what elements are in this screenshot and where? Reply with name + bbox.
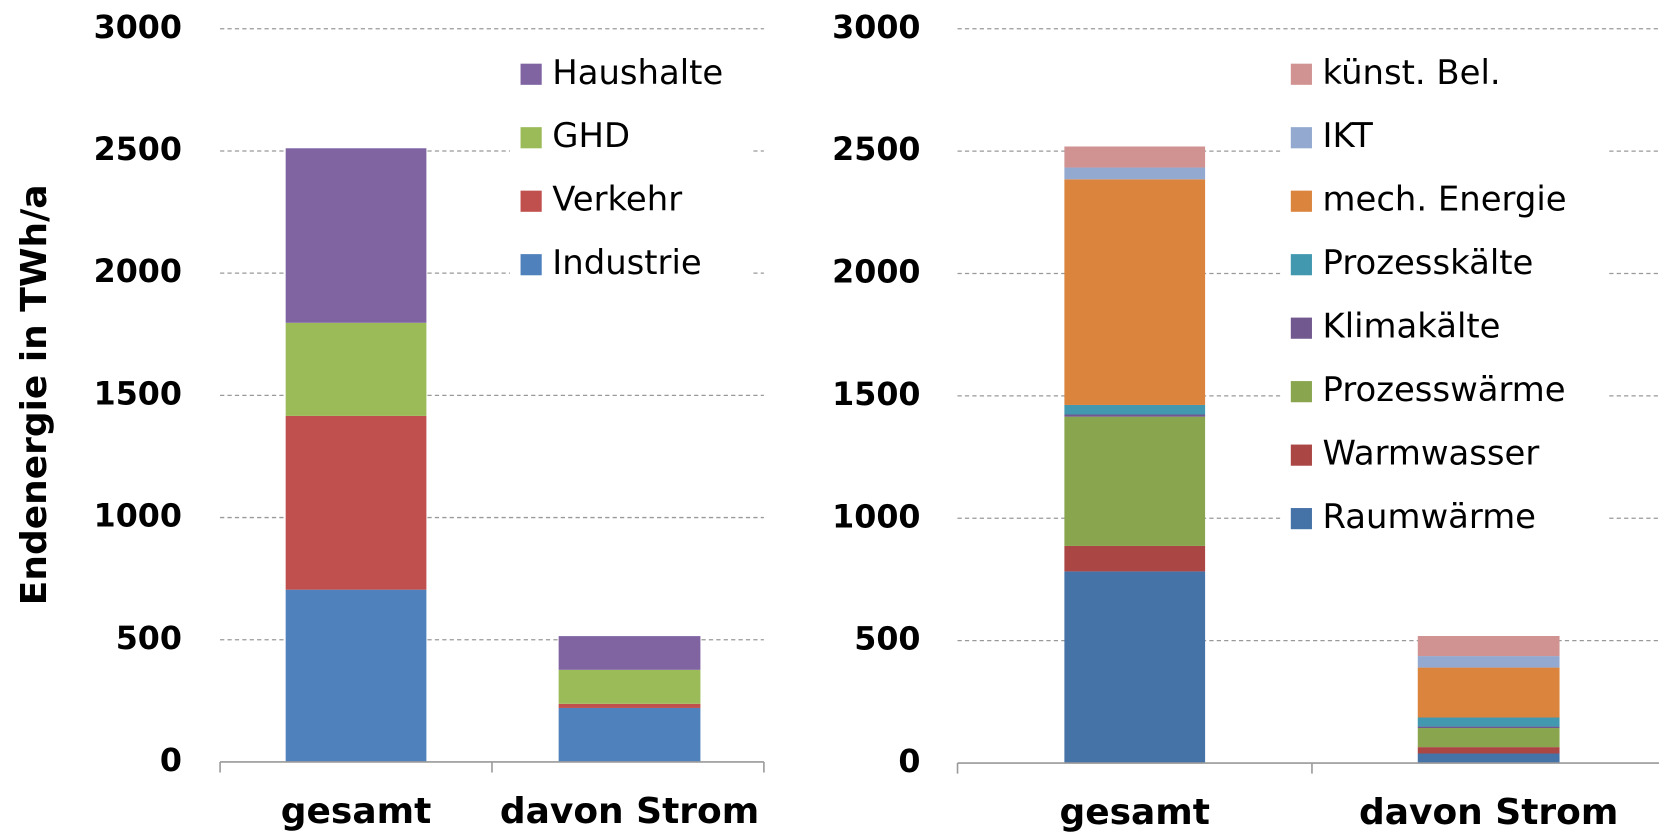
bar-segment [1064, 416, 1206, 546]
legend-label: Prozesswärme [1323, 370, 1566, 409]
y-axis-label: Endenergie in TWh/a [14, 184, 55, 605]
legend-label: GHD [552, 116, 630, 155]
legend-swatch [1290, 190, 1312, 212]
bar-segment [1417, 726, 1560, 729]
legend-swatch [1290, 381, 1312, 403]
bar-segment [1417, 636, 1560, 657]
bar-segment [558, 636, 701, 670]
bar-segment [285, 589, 427, 762]
legend-label: Verkehr [552, 180, 682, 219]
bar-segment [1064, 571, 1206, 764]
bar-segment [285, 322, 427, 416]
legend-label: Klimakälte [1323, 307, 1501, 346]
legend-label: IKT [1323, 116, 1374, 155]
x-tick-label: gesamt [281, 791, 432, 832]
y-tick-label: 2000 [832, 255, 920, 291]
bar-segment [1064, 545, 1206, 572]
y-tick-label: 1500 [832, 377, 920, 413]
y-tick-label: 2000 [94, 254, 182, 290]
legend-swatch [520, 127, 542, 149]
x-tick-label: davon Strom [500, 791, 759, 832]
legend-background [509, 42, 754, 297]
y-tick-label: 1500 [94, 376, 182, 412]
legend-swatch [1290, 63, 1312, 85]
legend-swatch [1290, 254, 1312, 276]
bar-segment [1417, 753, 1560, 764]
y-tick-label: 0 [160, 743, 182, 779]
legend-label: Prozesskälte [1323, 243, 1534, 282]
bar-segment [1417, 656, 1560, 668]
legend-label: Warmwasser [1323, 434, 1540, 473]
y-tick-label: 1000 [94, 499, 182, 535]
bar-segment [1064, 146, 1206, 168]
bar-segment [285, 415, 427, 590]
y-tick-label: 0 [898, 744, 920, 780]
legend-swatch [520, 254, 542, 276]
bar-segment [1417, 667, 1560, 718]
legend-background [1280, 42, 1609, 551]
y-tick-label: 1000 [832, 499, 920, 535]
legend-swatch [520, 63, 542, 85]
y-tick-label: 3000 [94, 10, 182, 46]
bar-segment [285, 148, 427, 323]
x-tick-label: gesamt [1059, 792, 1210, 832]
y-tick-label: 500 [854, 622, 920, 658]
legend-swatch [1290, 444, 1312, 466]
legend-swatch [1290, 317, 1312, 339]
legend-swatch [1290, 508, 1312, 530]
bar-segment [558, 669, 701, 704]
bar-segment [1064, 179, 1206, 405]
bar-segment [1064, 404, 1206, 415]
legend-label: Raumwärme [1323, 497, 1536, 536]
bar-segment [558, 703, 701, 708]
bar-segment [1417, 717, 1560, 727]
bar-segment [1417, 747, 1560, 754]
x-tick-label: davon Strom [1359, 792, 1618, 832]
legend-label: Industrie [552, 243, 701, 282]
y-tick-label: 3000 [832, 10, 920, 46]
legend-label: mech. Energie [1323, 180, 1567, 219]
legend-label: Haushalte [552, 53, 723, 92]
bar-segment [558, 707, 701, 762]
legend-swatch [1290, 127, 1312, 149]
legend-swatch [520, 190, 542, 212]
legend-label: künst. Bel. [1323, 53, 1501, 92]
y-tick-label: 2500 [94, 132, 182, 168]
y-tick-label: 500 [116, 621, 182, 657]
y-tick-label: 2500 [832, 132, 920, 168]
bar-segment [1064, 167, 1206, 180]
bar-segment [1064, 414, 1206, 417]
bar-segment [1417, 728, 1560, 748]
